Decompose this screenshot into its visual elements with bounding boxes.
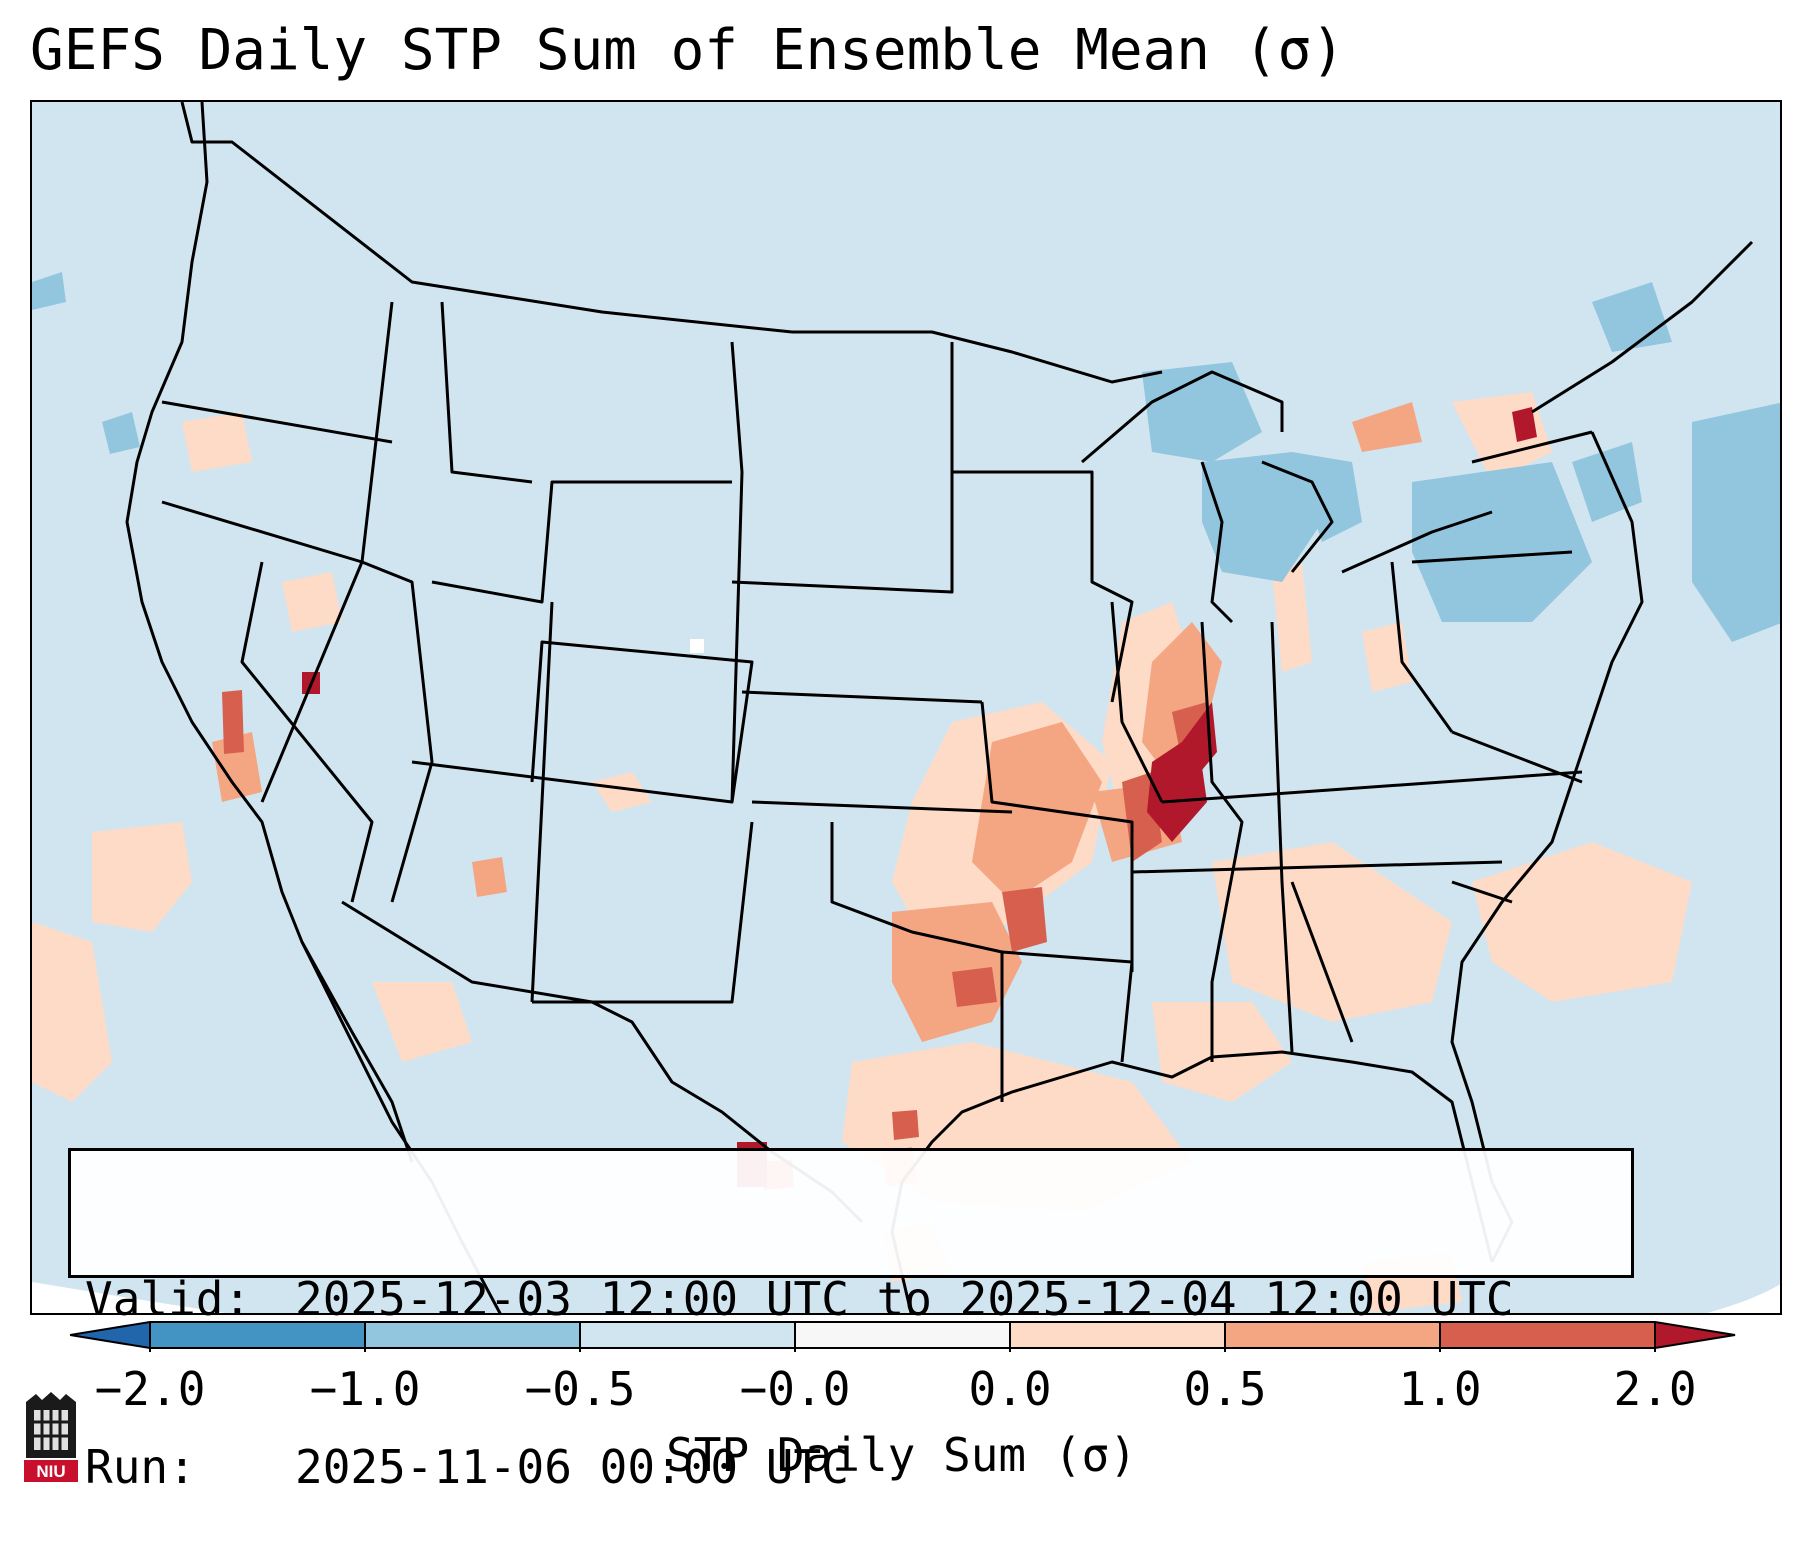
niu-logo-text: NIU	[36, 1462, 65, 1481]
valid-label: Valid:	[85, 1272, 252, 1326]
colorbar	[69, 1318, 1750, 1356]
pacific-coastline	[125, 102, 502, 1313]
mn-ia-border	[952, 470, 1134, 703]
colorbar-extend-low	[70, 1322, 150, 1348]
canada-border-west	[180, 102, 793, 334]
niu-logo: NIU	[22, 1392, 80, 1488]
lake-michigan	[1200, 461, 1234, 624]
projection-edge	[32, 1282, 226, 1313]
colorbar-tick: −0.5	[524, 1362, 636, 1416]
ar-la-border	[1001, 950, 1134, 1063]
colorbar-tick: −0.0	[739, 1362, 851, 1416]
colorbar-segment-6	[1225, 1322, 1440, 1348]
colorbar-tick: 2.0	[1613, 1362, 1697, 1416]
sc-ga-border	[1451, 880, 1513, 904]
colorbar-segment-4	[795, 1322, 1010, 1348]
lake-erie	[1341, 510, 1493, 574]
colorbar-svg	[69, 1321, 1736, 1352]
ne-ks-border	[741, 690, 983, 704]
projection-edge-right	[1707, 1284, 1780, 1313]
wa-or-border	[161, 400, 393, 444]
colorbar-segment-3	[580, 1322, 795, 1348]
run-value: 2025-11-06 00:00 UTC	[295, 1440, 849, 1494]
lake-ontario	[1471, 430, 1593, 464]
missing-cell	[690, 639, 704, 653]
canada-border-central	[792, 330, 1163, 384]
oh-al-border	[1270, 621, 1294, 1053]
nv-border	[240, 561, 374, 903]
colorbar-ticks: −2.0 −1.0 −0.5 −0.0 0.0 0.5 1.0 2.0	[0, 1362, 1803, 1422]
mo-border	[980, 701, 1134, 972]
tn-south-border	[1131, 860, 1503, 874]
baja-coast	[300, 941, 414, 1163]
tn-ky-border	[1161, 770, 1583, 804]
il-border	[1110, 601, 1164, 803]
positive-anomaly-light	[32, 392, 1692, 1312]
valid-value: 2025-12-03 12:00 UTC to 2025-12-04 12:00…	[295, 1272, 1514, 1326]
pa-border	[1411, 550, 1573, 564]
colorbar-label: STP Daily Sum (σ)	[666, 1428, 1137, 1482]
run-label: Run:	[85, 1440, 196, 1494]
or-ca-border	[161, 500, 363, 564]
map-panel	[30, 100, 1782, 1315]
negative-anomaly	[32, 272, 1780, 642]
atlantic-coast-north	[1570, 431, 1644, 783]
valid-run-info: Valid: 2025-12-03 12:00 UTC to 2025-12-04…	[68, 1148, 1634, 1494]
colorbar-segment-1	[150, 1322, 365, 1348]
boundaries	[125, 102, 1754, 1313]
sd-ne-border	[731, 342, 954, 594]
chart-title: GEFS Daily STP Sum of Ensemble Mean (σ)	[30, 18, 1345, 83]
colorbar-tick: 0.0	[968, 1362, 1052, 1416]
lake-huron	[1261, 460, 1334, 573]
colorbar-tick: 0.5	[1183, 1362, 1267, 1416]
al-ga-border	[1290, 881, 1354, 1043]
map-canvas	[32, 102, 1780, 1313]
az-nm-border	[530, 601, 554, 1003]
colorbar-tick: −2.0	[94, 1362, 206, 1416]
lake-superior	[1081, 370, 1284, 464]
colorbar-segment-7	[1440, 1322, 1655, 1348]
mt-border	[440, 301, 533, 484]
nm-border	[532, 821, 754, 1004]
ut-nv-border	[361, 560, 434, 903]
oh-wv-border	[1390, 561, 1454, 733]
co-ut-border	[411, 640, 754, 804]
colorbar-tick: −1.0	[309, 1362, 421, 1416]
wy-border	[431, 480, 732, 604]
colorbar-tick: 1.0	[1398, 1362, 1482, 1416]
in-ky-ms-border	[1200, 621, 1244, 1062]
colorbar-segment-5	[1010, 1322, 1225, 1348]
colorbar-segment-2	[365, 1322, 580, 1348]
niu-logo-icon: NIU	[24, 1392, 78, 1482]
colorbar-extend-high	[1655, 1322, 1735, 1348]
ok-tx-border	[830, 822, 1004, 1102]
nd-sd-ne-border-west	[730, 341, 744, 803]
ks-ok-border	[751, 800, 1013, 814]
st-lawrence	[1531, 240, 1754, 414]
va-nc-border	[1451, 730, 1583, 784]
